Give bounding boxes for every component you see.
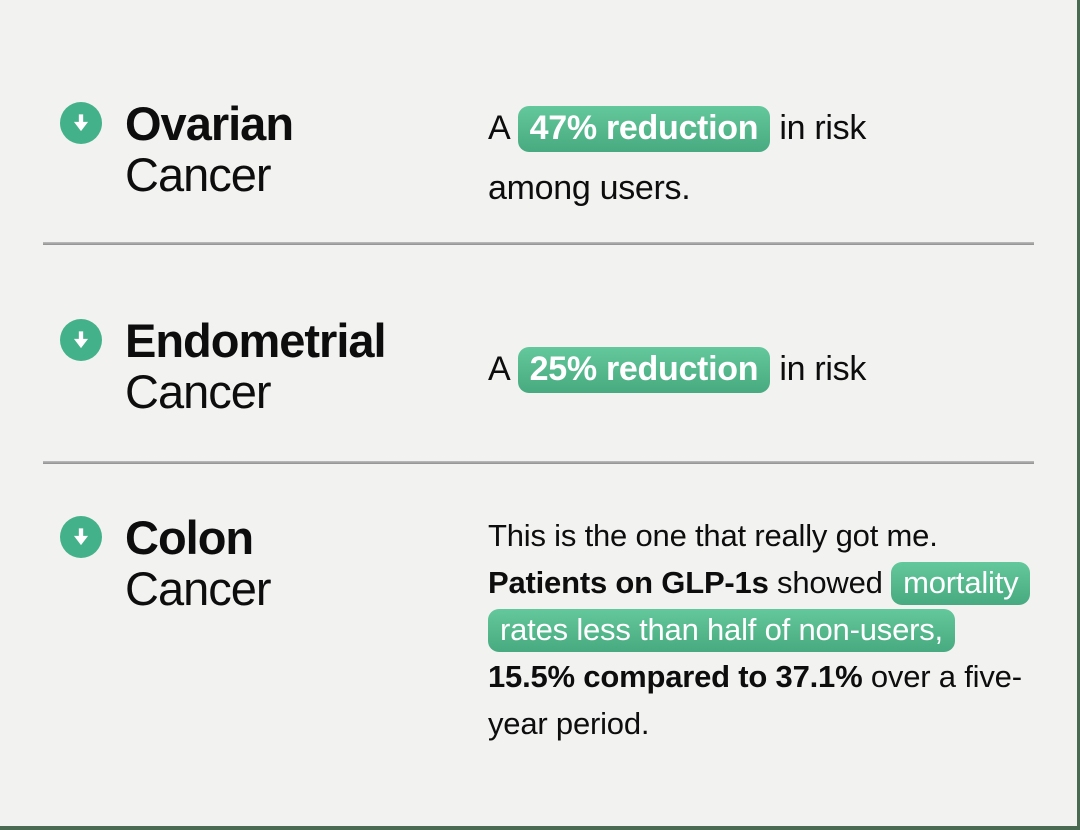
row-colon-cancer: Colon Cancer This is the one that really… [0, 464, 1077, 747]
row-body-text: This is the one that really got me. Pati… [488, 512, 1033, 747]
row-endometrial-left: Endometrial Cancer [60, 315, 488, 417]
highlight-pill: 25% reduction [517, 347, 771, 393]
arrow-down-circle-icon [60, 319, 102, 361]
body-suffix: in risk [779, 350, 867, 388]
title-line-1: Ovarian [125, 97, 294, 150]
row-ovarian-cancer: Ovarian Cancer A 47% reduction in risk a… [0, 0, 1077, 242]
body-suffix: in risk among users. [488, 109, 867, 207]
body-prefix: A [488, 350, 509, 388]
divider [43, 461, 1034, 464]
body-bold-glp1: Patients on GLP-1s [488, 565, 769, 600]
row-endometrial-cancer: Endometrial Cancer A 25% reduction in ri… [0, 245, 1077, 461]
body-prefix: A [488, 109, 509, 147]
row-colon-left: Colon Cancer [60, 512, 488, 614]
row-title: Colon Cancer [125, 511, 272, 615]
divider [43, 242, 1034, 245]
row-ovarian-left: Ovarian Cancer [60, 98, 488, 200]
body-bold-stats: 15.5% compared to 37.1% [488, 659, 863, 694]
row-title: Ovarian Cancer [125, 97, 294, 201]
title-line-2: Cancer [125, 365, 272, 418]
body-intro: This is the one that really got me. [488, 518, 938, 553]
title-line-2: Cancer [125, 562, 272, 615]
arrow-down-circle-icon [60, 102, 102, 144]
row-body-text: A 25% reduction in risk [488, 345, 958, 393]
row-title: Endometrial Cancer [125, 314, 387, 418]
title-line-2: Cancer [125, 148, 272, 201]
arrow-down-circle-icon [60, 516, 102, 558]
body-outro: over a five-year period. [488, 659, 1022, 741]
title-line-1: Colon [125, 511, 254, 564]
row-body-text: A 47% reduction in risk among users. [488, 98, 958, 218]
title-line-1: Endometrial [125, 314, 387, 367]
highlight-pill: 47% reduction [517, 106, 771, 152]
body-mid: showed [777, 565, 883, 600]
